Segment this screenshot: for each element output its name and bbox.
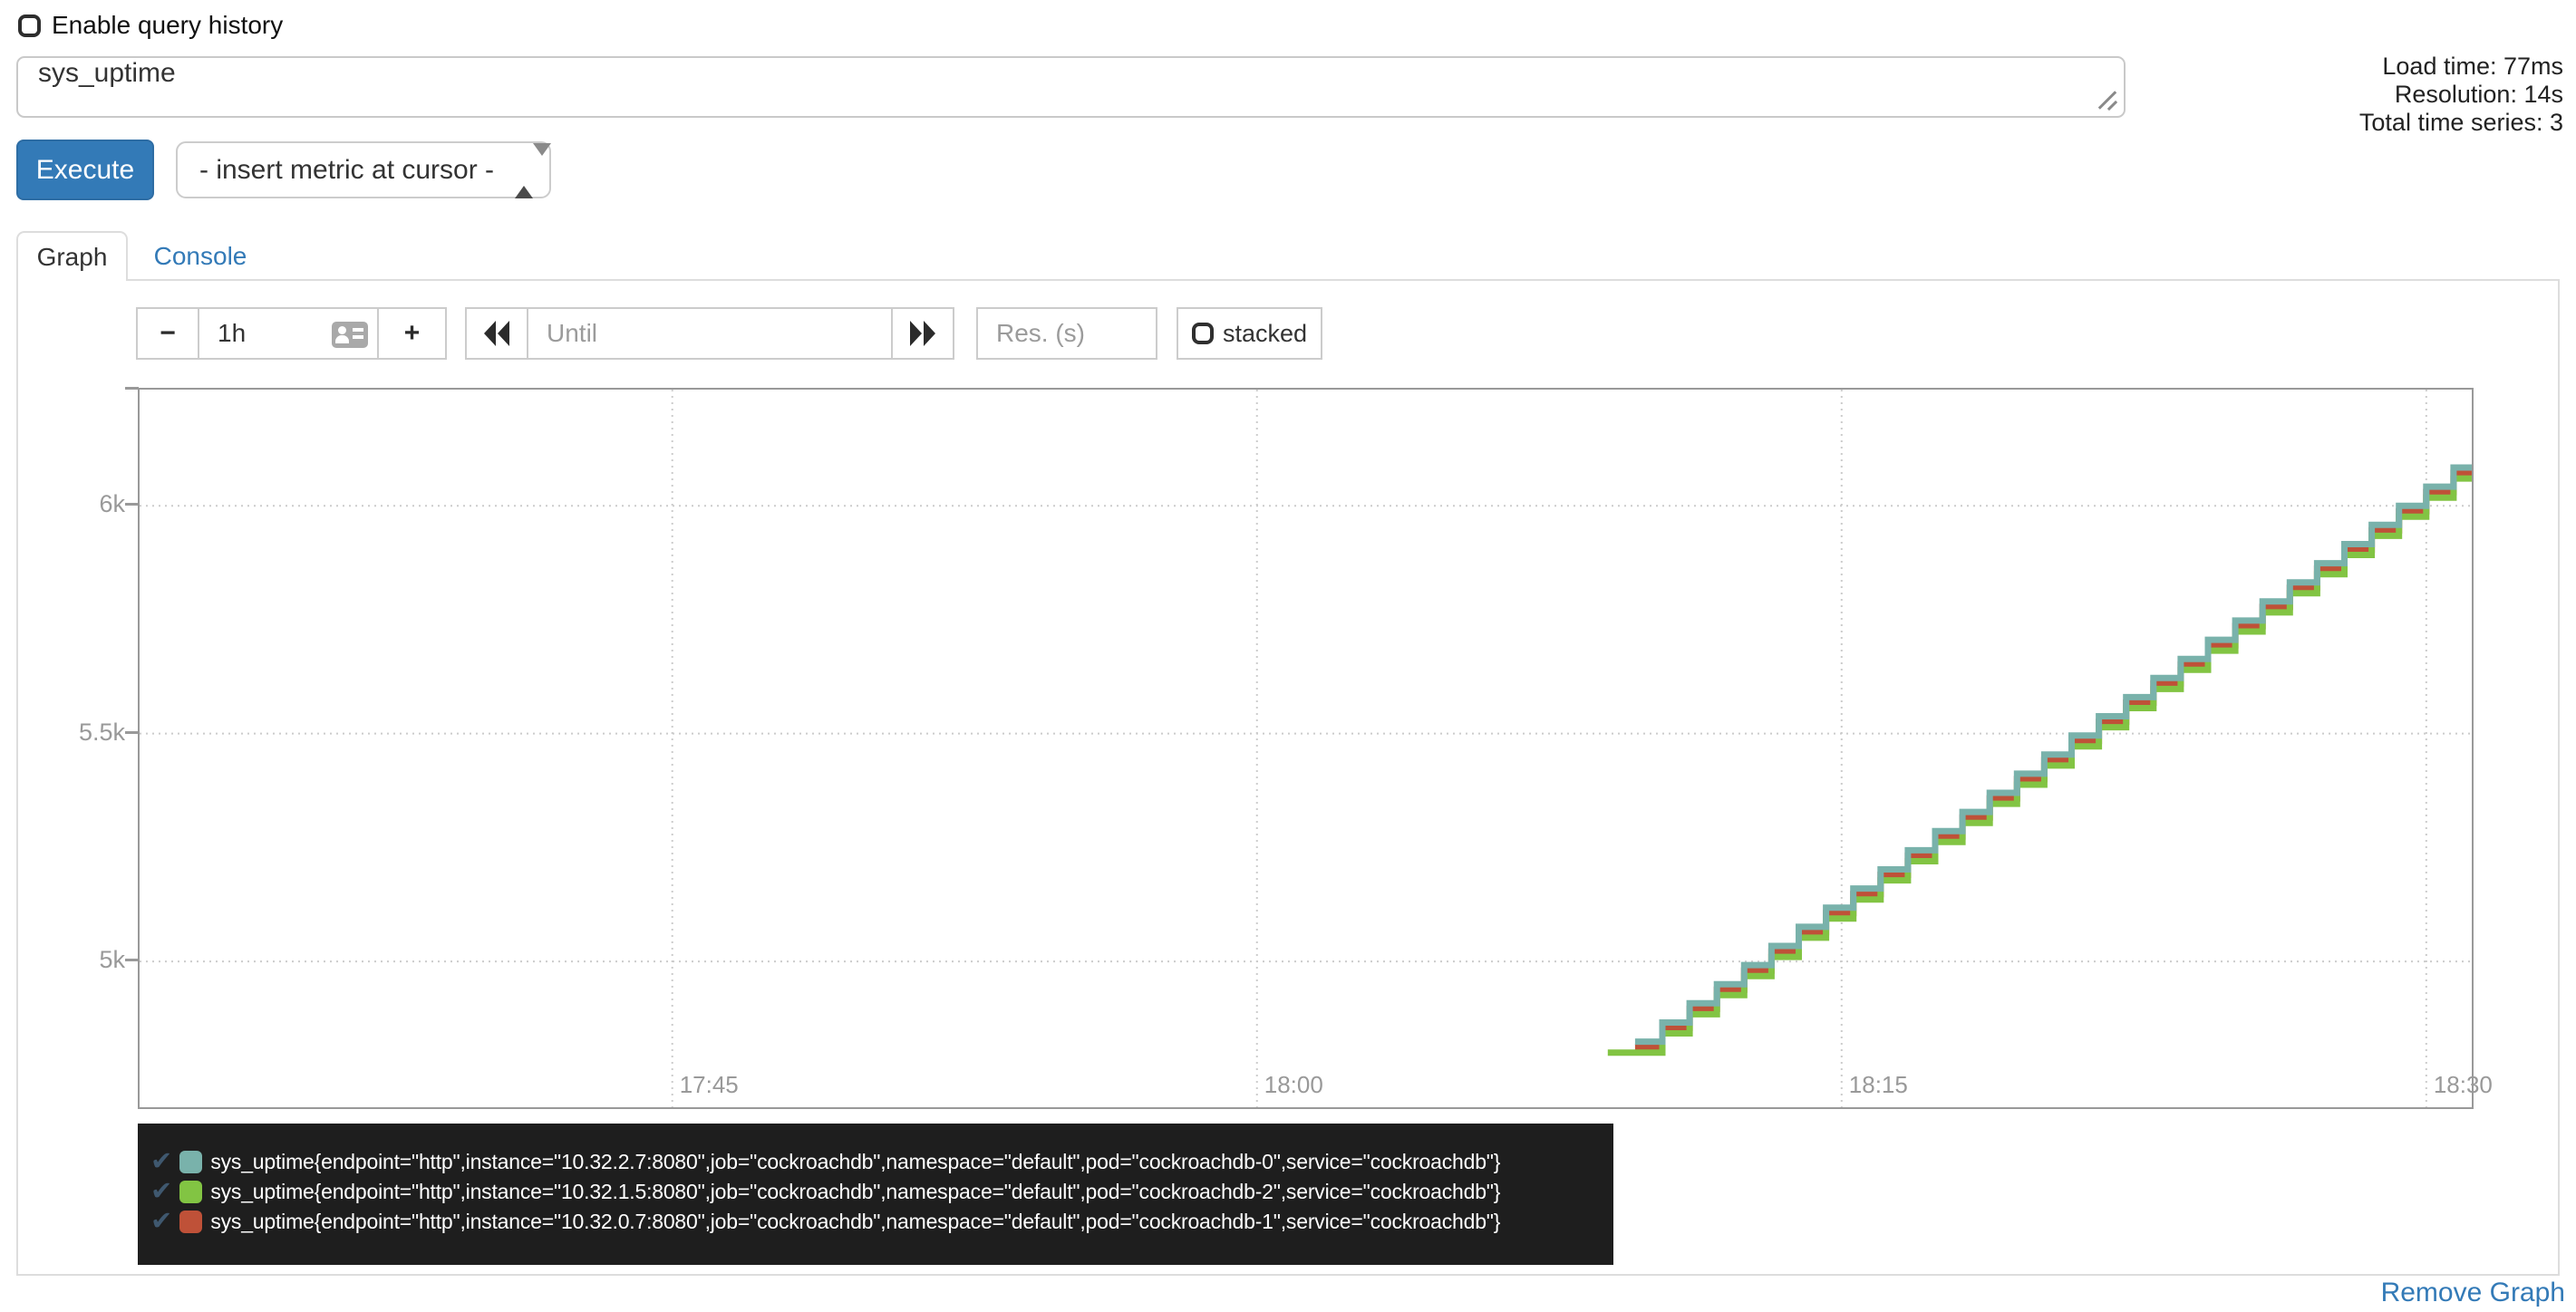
legend-row[interactable]: ✔ sys_uptime{endpoint="http",instance="1… (150, 1207, 1613, 1237)
series-swatch (179, 1151, 203, 1173)
stacked-checkbox-icon[interactable] (1191, 323, 1214, 344)
range-decrease-button[interactable]: − (136, 307, 199, 360)
fast-forward-icon (910, 321, 935, 346)
enable-query-history[interactable]: Enable query history (18, 11, 283, 40)
resolution-input-group (976, 307, 1157, 360)
chart-canvas (140, 390, 2472, 1107)
remove-graph-link[interactable]: Remove Graph (2380, 1278, 2565, 1307)
tab-console[interactable]: Console (153, 241, 247, 270)
execute-button[interactable]: Execute (16, 140, 154, 200)
query-stats: Load time: 77ms Resolution: 14s Total ti… (2359, 53, 2563, 137)
query-input[interactable] (16, 56, 2126, 118)
tab-graph[interactable]: Graph (16, 231, 128, 281)
history-checkbox-label: Enable query history (52, 11, 284, 39)
minus-icon: − (160, 318, 176, 348)
y-axis-label: 5.5k (78, 718, 125, 746)
y-axis-tick (125, 387, 139, 390)
legend-label: sys_uptime{endpoint="http",instance="10.… (210, 1210, 1501, 1233)
series-line-cockroachdb-0 (1634, 464, 2472, 1046)
select-arrows-icon (515, 143, 551, 198)
graph-panel (16, 279, 2560, 1276)
resolution-input[interactable] (978, 309, 1156, 358)
chart-legend: ✔ sys_uptime{endpoint="http",instance="1… (138, 1124, 1613, 1265)
x-axis-label: 18:30 (2433, 1071, 2493, 1098)
range-increase-button[interactable]: + (377, 307, 447, 360)
x-axis-label: 18:00 (1264, 1071, 1323, 1098)
stacked-label: stacked (1222, 319, 1308, 347)
range-input-group (198, 307, 379, 360)
check-icon: ✔ (150, 1177, 173, 1206)
query-input-wrap (16, 56, 2126, 118)
history-checkbox-icon[interactable] (18, 14, 41, 37)
total-time-series: Total time series: 3 (2358, 109, 2563, 136)
y-axis-tick (125, 730, 139, 734)
until-input[interactable] (528, 309, 891, 358)
chart-plot-area[interactable] (138, 388, 2474, 1109)
series-swatch (179, 1181, 203, 1203)
x-axis-label: 17:45 (679, 1071, 739, 1098)
time-back-button[interactable] (465, 307, 528, 360)
insert-metric-dropdown[interactable]: - insert metric at cursor - (176, 141, 551, 198)
legend-row[interactable]: ✔ sys_uptime{endpoint="http",instance="1… (150, 1177, 1613, 1207)
plus-icon: + (403, 318, 421, 348)
resolution: Resolution: 14s (2394, 81, 2563, 108)
y-axis-tick (125, 959, 139, 962)
series-swatch (179, 1211, 203, 1233)
load-time: Load time: 77ms (2382, 53, 2563, 80)
time-forward-button[interactable] (891, 307, 954, 360)
y-axis-tick (125, 503, 139, 506)
stacked-toggle[interactable]: stacked (1177, 307, 1322, 360)
check-icon: ✔ (150, 1207, 173, 1236)
fast-backward-icon (484, 321, 509, 346)
legend-row[interactable]: ✔ sys_uptime{endpoint="http",instance="1… (150, 1147, 1613, 1177)
y-axis-label: 5k (99, 946, 125, 974)
y-axis-label: 6k (99, 490, 125, 518)
check-icon: ✔ (150, 1147, 173, 1176)
legend-label: sys_uptime{endpoint="http",instance="10.… (210, 1180, 1501, 1203)
legend-label: sys_uptime{endpoint="http",instance="10.… (210, 1150, 1501, 1173)
until-input-group (527, 307, 893, 360)
x-axis-label: 18:15 (1848, 1071, 1908, 1098)
insert-metric-dropdown-value: - insert metric at cursor - (199, 154, 495, 185)
datepicker-icon[interactable] (332, 322, 368, 348)
